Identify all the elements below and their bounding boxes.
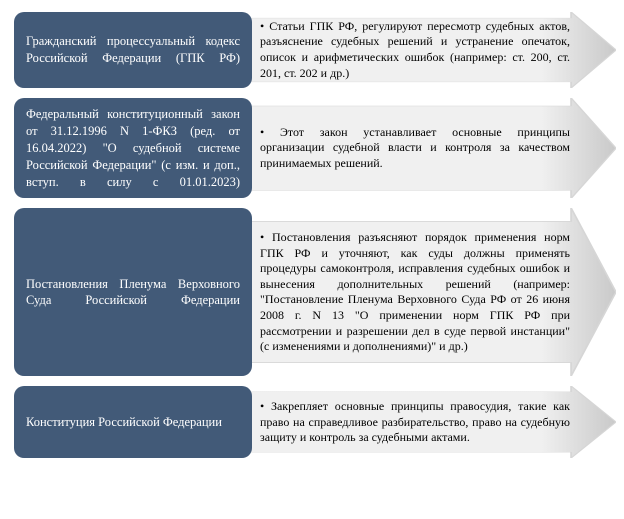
row-body: Этот закон устанавливает основные принци… xyxy=(242,98,616,198)
row-body-text: Этот закон устанавливает основные принци… xyxy=(260,125,570,172)
row-label-text: Федеральный конституционный закон от 31.… xyxy=(26,106,240,190)
diagram-container: Гражданский процессуальный кодекс Россий… xyxy=(0,0,624,470)
row-label: Федеральный конституционный закон от 31.… xyxy=(14,98,252,198)
row-label-text: Гражданский процессуальный кодекс Россий… xyxy=(26,33,240,67)
row-label: Гражданский процессуальный кодекс Россий… xyxy=(14,12,252,88)
row-body-text: Постановления разъясняют порядок примене… xyxy=(260,230,570,355)
row-body: Закрепляет основные принципы правосудия,… xyxy=(242,386,616,458)
row-arrow: Статьи ГПК РФ, регулируют пересмотр суде… xyxy=(242,12,616,88)
row-arrow: Закрепляет основные принципы правосудия,… xyxy=(242,386,616,458)
row-label-text: Постановления Пленума Верховного Суда Ро… xyxy=(26,276,240,310)
diagram-row: Постановления Пленума Верховного Суда Ро… xyxy=(14,208,616,376)
row-arrow: Постановления разъясняют порядок примене… xyxy=(242,208,616,376)
row-body-text: Закрепляет основные принципы правосудия,… xyxy=(260,399,570,446)
diagram-row: Федеральный конституционный закон от 31.… xyxy=(14,98,616,198)
row-body: Постановления разъясняют порядок примене… xyxy=(242,208,616,376)
diagram-row: Гражданский процессуальный кодекс Россий… xyxy=(14,12,616,88)
row-arrow: Этот закон устанавливает основные принци… xyxy=(242,98,616,198)
diagram-row: Конституция Российской Федерации Закрепля… xyxy=(14,386,616,458)
row-label-text: Конституция Российской Федерации xyxy=(26,414,222,431)
row-label: Конституция Российской Федерации xyxy=(14,386,252,458)
row-label: Постановления Пленума Верховного Суда Ро… xyxy=(14,208,252,376)
row-body: Статьи ГПК РФ, регулируют пересмотр суде… xyxy=(242,12,616,88)
row-body-text: Статьи ГПК РФ, регулируют пересмотр суде… xyxy=(260,19,570,81)
